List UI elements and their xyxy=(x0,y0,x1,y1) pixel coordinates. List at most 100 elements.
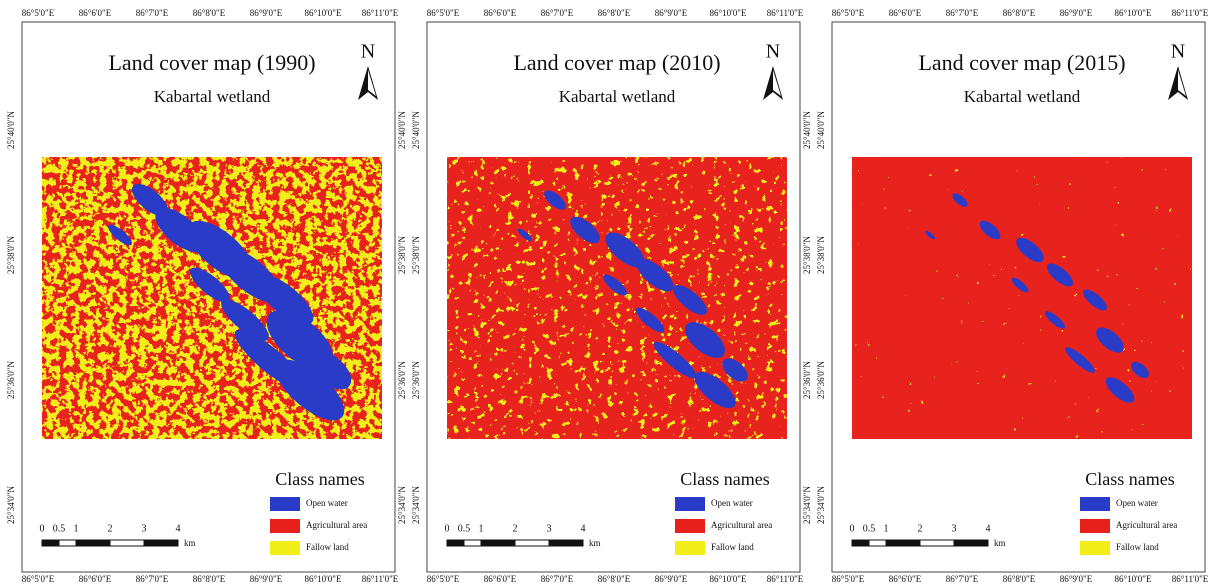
lon-label: 86°6'0"E xyxy=(484,8,517,18)
lon-label: 86°10'0"E xyxy=(710,574,747,584)
legend-swatch xyxy=(270,519,300,533)
scale-segment xyxy=(110,540,144,546)
scale-tick: 3 xyxy=(952,523,957,534)
lon-label: 86°6'0"E xyxy=(79,574,112,584)
legend-swatch xyxy=(1080,541,1110,555)
lon-label: 86°10'0"E xyxy=(305,8,342,18)
lat-label: 25°40'0"N xyxy=(816,111,826,149)
lat-label: 25°34'0"N xyxy=(411,486,421,524)
lon-label: 86°9'0"E xyxy=(1060,8,1093,18)
legend-label: Agricultural area xyxy=(1116,520,1177,530)
lon-label: 86°10'0"E xyxy=(1115,8,1152,18)
raster-agriculture xyxy=(852,157,1192,439)
lon-label: 86°10'0"E xyxy=(1115,574,1152,584)
lon-label: 86°7'0"E xyxy=(541,8,574,18)
scale-segment xyxy=(515,540,549,546)
legend-label: Open water xyxy=(306,498,348,508)
legend-label: Fallow land xyxy=(306,542,349,552)
map-panel: 86°5'0"E86°5'0"E86°6'0"E86°6'0"E86°7'0"E… xyxy=(816,8,1209,584)
legend-swatch xyxy=(675,497,705,511)
lon-label: 86°9'0"E xyxy=(1060,574,1093,584)
lat-label: 25°36'0"N xyxy=(411,361,421,399)
lon-label: 86°8'0"E xyxy=(598,8,631,18)
lon-label: 86°11'0"E xyxy=(1172,8,1209,18)
scale-tick: 2 xyxy=(513,523,518,534)
lat-label: 25°36'0"N xyxy=(397,361,407,399)
lon-label: 86°9'0"E xyxy=(655,8,688,18)
scale-tick: 4 xyxy=(581,523,586,534)
lon-label: 86°5'0"E xyxy=(832,8,865,18)
legend-swatch xyxy=(1080,519,1110,533)
legend-swatch xyxy=(270,497,300,511)
scale-segment xyxy=(464,540,481,546)
scale-unit: km xyxy=(994,538,1006,548)
scale-segment xyxy=(852,540,869,546)
legend-label: Agricultural area xyxy=(711,520,772,530)
figure: 86°5'0"E 86°5'0"E 86°6'0"E 86°6'0"E 86°7'0"E… xyxy=(0,0,1213,588)
scale-unit: km xyxy=(589,538,601,548)
lat-label: 25°40'0"N xyxy=(6,111,16,149)
lat-label: 25°36'0"N xyxy=(6,361,16,399)
lon-label: 86°7'0"E xyxy=(136,8,169,18)
legend-title: Class names xyxy=(1085,469,1175,489)
raster-agriculture xyxy=(447,157,787,439)
lon-label: 86°11'0"E xyxy=(767,574,804,584)
legend-swatch xyxy=(270,541,300,555)
scale-segment xyxy=(76,540,110,546)
map-title: Land cover map (2015) xyxy=(918,50,1125,75)
scale-tick: 0.5 xyxy=(458,523,471,534)
lat-label: 25°38'0"N xyxy=(397,236,407,274)
lat-label: 25°36'0"N xyxy=(802,361,812,399)
map-subtitle: Kabartal wetland xyxy=(964,87,1081,106)
lon-label: 86°6'0"E xyxy=(484,574,517,584)
lon-label: 86°5'0"E xyxy=(22,8,55,18)
legend-label: Open water xyxy=(1116,498,1158,508)
scale-tick: 0 xyxy=(445,523,450,534)
lon-label: 86°11'0"E xyxy=(1172,574,1209,584)
legend-label: Fallow land xyxy=(1116,542,1159,552)
lon-label: 86°11'0"E xyxy=(362,8,399,18)
scale-tick: 0.5 xyxy=(863,523,876,534)
map-title: Land cover map (1990) xyxy=(108,50,315,75)
lat-label: 25°38'0"N xyxy=(816,236,826,274)
scale-segment xyxy=(447,540,464,546)
lon-label: 86°7'0"E xyxy=(541,574,574,584)
lon-label: 86°7'0"E xyxy=(946,8,979,18)
lon-label: 86°7'0"E xyxy=(136,574,169,584)
lon-label: 86°5'0"E xyxy=(427,8,460,18)
legend-swatch xyxy=(675,541,705,555)
lat-label: 25°34'0"N xyxy=(816,486,826,524)
lon-label: 86°8'0"E xyxy=(598,574,631,584)
map-panel: 86°5'0"E86°5'0"E86°6'0"E86°6'0"E86°7'0"E… xyxy=(411,8,812,584)
north-label: N xyxy=(766,41,780,63)
lon-label: 86°10'0"E xyxy=(710,8,747,18)
lon-label: 86°10'0"E xyxy=(305,574,342,584)
lat-label: 25°38'0"N xyxy=(411,236,421,274)
scale-tick: 4 xyxy=(986,523,991,534)
legend-swatch xyxy=(675,519,705,533)
lat-label: 25°40'0"N xyxy=(397,111,407,149)
map-title: Land cover map (2010) xyxy=(513,50,720,75)
lat-label: 25°34'0"N xyxy=(397,486,407,524)
legend-label: Agricultural area xyxy=(306,520,367,530)
legend-swatch xyxy=(1080,497,1110,511)
scale-tick: 2 xyxy=(108,523,113,534)
legend-label: Fallow land xyxy=(711,542,754,552)
lon-label: 86°8'0"E xyxy=(1003,574,1036,584)
lat-label: 25°38'0"N xyxy=(802,236,812,274)
scale-segment xyxy=(954,540,988,546)
scale-unit: km xyxy=(184,538,196,548)
lon-label: 86°8'0"E xyxy=(193,574,226,584)
lon-label: 86°7'0"E xyxy=(946,574,979,584)
lon-label: 86°9'0"E xyxy=(655,574,688,584)
scale-segment xyxy=(59,540,76,546)
lon-label: 86°9'0"E xyxy=(250,8,283,18)
scale-tick: 1 xyxy=(479,523,484,534)
scale-tick: 3 xyxy=(142,523,147,534)
lat-label: 25°38'0"N xyxy=(6,236,16,274)
map-panel: 86°5'0"E86°5'0"E86°6'0"E86°6'0"E86°7'0"E… xyxy=(6,8,407,584)
scale-tick: 1 xyxy=(884,523,889,534)
scale-segment xyxy=(481,540,515,546)
lon-label: 86°6'0"E xyxy=(79,8,112,18)
lon-label: 86°9'0"E xyxy=(250,574,283,584)
